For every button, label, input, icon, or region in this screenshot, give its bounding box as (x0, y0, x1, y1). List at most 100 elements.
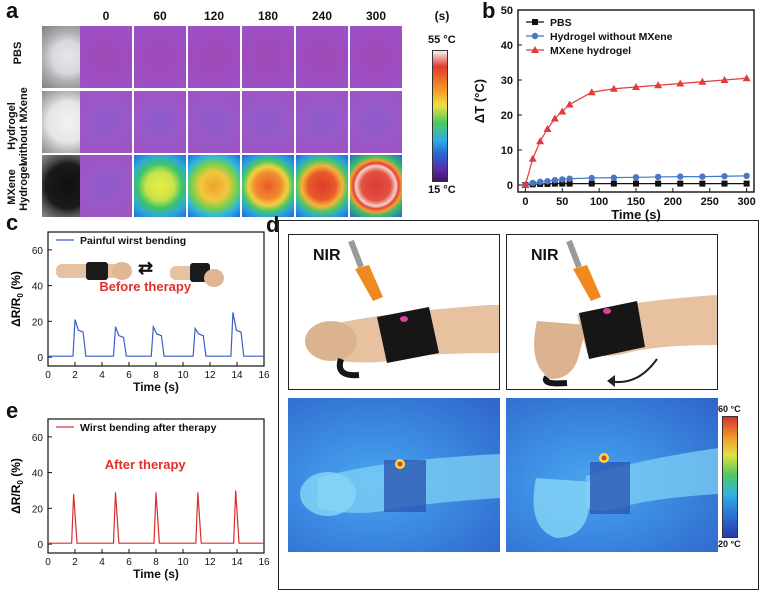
thermal-cell (80, 26, 132, 88)
data-point (551, 180, 558, 187)
data-point (677, 180, 684, 187)
y-tick-label: 50 (501, 5, 513, 17)
legend-label: PBS (550, 17, 572, 29)
data-point (536, 137, 545, 145)
chart-c: 0 2 4 6 8 10 12 14 16 0 20 40 60 Time (s) ΔR/R0 (%) Pai… (9, 231, 270, 394)
x-tick-label: 8 (153, 370, 159, 381)
x-tick-label: 12 (204, 370, 216, 381)
y-tick-label: 20 (32, 317, 44, 328)
colorbar-a (432, 50, 448, 182)
data-point (551, 176, 559, 184)
x-tick-label: 100 (590, 196, 608, 208)
panel-label-a: a (6, 0, 19, 23)
nir-label-left: NIR (313, 247, 341, 264)
y-tick-label: 40 (32, 282, 44, 293)
data-point (654, 173, 662, 181)
data-point (632, 174, 640, 181)
colorbar-d (722, 416, 738, 538)
x-axis-label: Time (s) (611, 207, 661, 222)
data-point (677, 173, 684, 180)
data-point (565, 100, 574, 108)
annotation-text: Before therapy (99, 279, 192, 294)
time-label: 300 (365, 9, 387, 23)
data-point (566, 175, 573, 182)
y-tick-label: 60 (32, 246, 44, 257)
wrist-straight-illustration (56, 258, 134, 282)
x-tick-label: 16 (258, 557, 270, 568)
data-point (588, 180, 595, 187)
panel-label-d: d (266, 212, 280, 237)
bend-arrows-icon: ⇄ (138, 258, 154, 278)
time-label: 0 (102, 9, 110, 23)
thermal-cell (296, 155, 348, 217)
x-tick-label: 4 (99, 370, 105, 381)
colorbar-d-min: 20 °C (718, 539, 741, 549)
y-tick-label: 0 (507, 180, 513, 192)
time-unit-label: (s) (434, 9, 450, 23)
y-axis-label: ΔT (°C) (472, 79, 487, 123)
photo-wrist-bent: NIR (506, 234, 718, 390)
x-tick-label: 10 (177, 557, 189, 568)
time-label: 240 (311, 9, 333, 23)
plot-frame (47, 418, 265, 554)
thermal-cell (134, 155, 186, 217)
data-point (676, 79, 685, 87)
x-tick-label: 0 (522, 196, 528, 208)
thermal-cell (296, 91, 348, 153)
thermal-cell (80, 91, 132, 153)
x-tick-label: 12 (204, 557, 216, 568)
data-point (743, 180, 750, 187)
panel-label-e: e (6, 398, 19, 423)
thermal-cell (134, 26, 186, 88)
legend-marker (531, 46, 539, 53)
colorbar-d-max: 60 °C (718, 404, 741, 414)
data-point (655, 180, 662, 187)
chart-b: 0 50 100 150 200 250 300 0 10 20 30 40 50 Time (s) ΔT … (472, 5, 756, 222)
data-point (720, 76, 729, 83)
wrist-bent-illustration (170, 252, 230, 288)
data-point (521, 181, 530, 188)
data-point (588, 174, 595, 182)
x-tick-label: 6 (126, 370, 132, 381)
data-point (721, 173, 728, 180)
x-tick-label: 10 (177, 370, 189, 381)
data-point (633, 180, 639, 187)
x-tick-label: 14 (231, 557, 243, 568)
x-tick-label: 14 (231, 370, 243, 381)
thermal-cell (296, 26, 348, 88)
data-point (529, 179, 536, 187)
data-point (536, 178, 544, 186)
y-axis-label: ΔR/R0 (%) (9, 458, 25, 514)
x-tick-label: 2 (72, 557, 78, 568)
data-point (559, 176, 566, 183)
legend-marker (531, 32, 539, 40)
y-tick-label: 10 (501, 145, 513, 157)
x-tick-label: 250 (701, 196, 719, 208)
thermal-cell (188, 155, 240, 217)
thermal-wrist-straight (288, 398, 500, 552)
data-point (742, 74, 751, 82)
data-point (654, 81, 663, 89)
thermal-cell (350, 155, 402, 217)
signal-trace (48, 312, 264, 357)
panel-label-c: c (6, 210, 19, 235)
thermal-cell (134, 91, 186, 153)
thermal-cell (188, 26, 240, 88)
y-tick-label: 0 (37, 353, 43, 364)
series-line (524, 77, 747, 186)
x-tick-label: 0 (45, 557, 51, 568)
data-point (610, 174, 618, 181)
time-label: 180 (257, 9, 279, 23)
legend-marker (532, 19, 538, 25)
data-point (528, 154, 537, 162)
x-tick-label: 6 (126, 557, 132, 568)
thermal-cell (242, 155, 294, 217)
row-label-pbs: PBS (12, 41, 24, 65)
y-tick-label: 0 (37, 540, 43, 551)
data-point (743, 172, 750, 180)
x-axis-label: Time (s) (133, 567, 179, 581)
panel-label-b: b (482, 0, 496, 23)
y-tick-label: 40 (501, 40, 513, 52)
legend-label: Wirst bending after therapy (80, 422, 217, 434)
y-tick-label: 30 (501, 75, 513, 87)
